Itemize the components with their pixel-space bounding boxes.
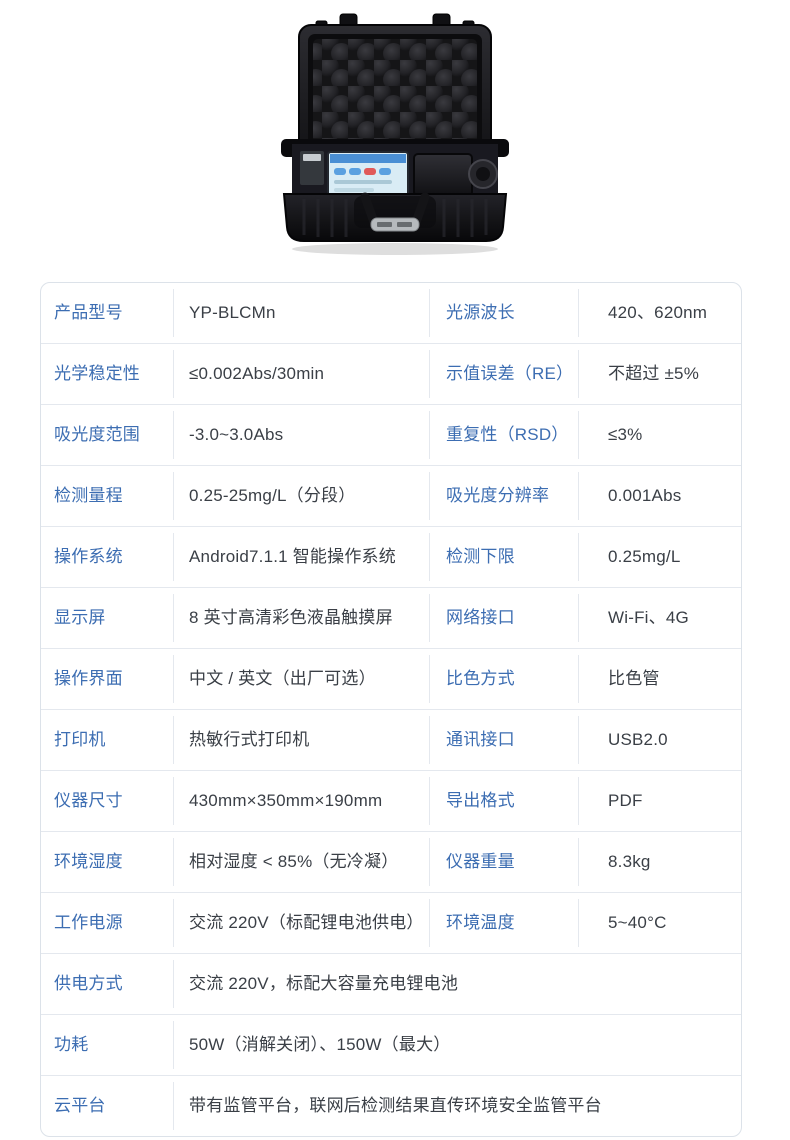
spec-label: 工作电源: [54, 913, 123, 933]
spec-label: 吸光度分辨率: [429, 466, 578, 526]
spec-label: 示值误差（RE）: [429, 344, 578, 404]
carry-handle: [360, 192, 430, 232]
spec-value: ≤0.002Abs/30min: [173, 344, 429, 404]
egg-crate-foam: [313, 39, 477, 143]
spec-row: 光学稳定性 ≤0.002Abs/30min 示值误差（RE） 不超过 ±5%: [41, 343, 741, 404]
spec-value: YP-BLCMn: [173, 283, 429, 343]
spec-row: 供电方式 交流 220V，标配大容量充电锂电池: [41, 953, 741, 1014]
spec-row: 打印机 热敏行式打印机 通讯接口 USB2.0: [41, 709, 741, 770]
spec-value: 不超过 ±5%: [578, 344, 741, 404]
front-ribs: [302, 199, 488, 237]
printer-slot: [300, 151, 324, 185]
spec-value: -3.0~3.0Abs: [173, 405, 429, 465]
spec-value: 中文 / 英文（出厂可选）: [173, 649, 429, 709]
spec-label: 环境温度: [429, 893, 578, 953]
spec-value: PDF: [578, 771, 741, 831]
spec-value: 相对湿度 < 85%（无冷凝）: [173, 832, 429, 892]
touchscreen: [327, 151, 409, 199]
case-body: [281, 139, 509, 242]
spec-label: 打印机: [54, 730, 106, 750]
spec-value: 5~40°C: [578, 893, 741, 953]
spec-value: 430mm×350mm×190mm: [173, 771, 429, 831]
spec-value: 0.001Abs: [578, 466, 741, 526]
spec-label: 环境湿度: [54, 852, 123, 872]
spec-table: 产品型号 YP-BLCMn 光源波长 420、620nm 光学稳定性 ≤0.002Abs/…: [40, 282, 742, 1137]
spec-value: USB2.0: [578, 710, 741, 770]
spec-label: 检测下限: [429, 527, 578, 587]
spec-label: 显示屏: [54, 608, 106, 628]
spec-row: 工作电源 交流 220V（标配锂电池供电） 环境温度 5~40°C: [41, 892, 741, 953]
spec-label: 操作系统: [54, 547, 123, 567]
spec-value: 0.25mg/L: [578, 527, 741, 587]
spec-value: 8 英寸高清彩色液晶触摸屏: [173, 588, 429, 648]
spec-label: 通讯接口: [429, 710, 578, 770]
spec-row: 产品型号 YP-BLCMn 光源波长 420、620nm: [41, 283, 741, 343]
spec-label: 仪器重量: [429, 832, 578, 892]
spec-label: 产品型号: [54, 303, 123, 323]
spec-value: Android7.1.1 智能操作系统: [173, 527, 429, 587]
spec-value: ≤3%: [578, 405, 741, 465]
spec-label: 导出格式: [429, 771, 578, 831]
spec-value: Wi-Fi、4G: [578, 588, 741, 648]
spec-value: 50W（消解关闭）、150W（最大）: [173, 1015, 741, 1075]
spec-label: 检测量程: [54, 486, 123, 506]
spec-label: 供电方式: [54, 974, 123, 994]
spec-value: 8.3kg: [578, 832, 741, 892]
spec-value: 比色管: [578, 649, 741, 709]
spec-row: 吸光度范围 -3.0~3.0Abs 重复性（RSD） ≤3%: [41, 404, 741, 465]
control-knob: [468, 159, 498, 189]
analyzer-case-illustration: [281, 13, 509, 255]
spec-row: 仪器尺寸 430mm×350mm×190mm 导出格式 PDF: [41, 770, 741, 831]
spec-row: 功耗 50W（消解关闭）、150W（最大）: [41, 1014, 741, 1075]
spec-row: 云平台 带有监管平台，联网后检测结果直传环境安全监管平台: [41, 1075, 741, 1136]
spec-row: 操作界面 中文 / 英文（出厂可选） 比色方式 比色管: [41, 648, 741, 709]
sample-chamber-lid: [413, 153, 473, 197]
product-photo: [270, 8, 520, 262]
spec-row: 操作系统 Android7.1.1 智能操作系统 检测下限 0.25mg/L: [41, 526, 741, 587]
spec-label: 吸光度范围: [54, 425, 140, 445]
spec-value: 热敏行式打印机: [173, 710, 429, 770]
spec-label: 光学稳定性: [54, 364, 140, 384]
spec-value: 带有监管平台，联网后检测结果直传环境安全监管平台: [173, 1076, 741, 1136]
spec-label: 操作界面: [54, 669, 123, 689]
spec-label: 云平台: [54, 1096, 106, 1116]
spec-row: 显示屏 8 英寸高清彩色液晶触摸屏 网络接口 Wi-Fi、4G: [41, 587, 741, 648]
case-shadow: [292, 243, 498, 255]
spec-label: 重复性（RSD）: [429, 405, 578, 465]
spec-value: 420、620nm: [578, 283, 741, 343]
spec-value: 交流 220V，标配大容量充电锂电池: [173, 954, 741, 1014]
spec-label: 比色方式: [429, 649, 578, 709]
case-lid: [298, 24, 492, 158]
spec-value: 交流 220V（标配锂电池供电）: [173, 893, 429, 953]
spec-label: 仪器尺寸: [54, 791, 123, 811]
spec-row: 检测量程 0.25-25mg/L（分段） 吸光度分辨率 0.001Abs: [41, 465, 741, 526]
spec-value: 0.25-25mg/L（分段）: [173, 466, 429, 526]
spec-label: 光源波长: [429, 283, 578, 343]
spec-label: 功耗: [54, 1035, 89, 1055]
spec-row: 环境湿度 相对湿度 < 85%（无冷凝） 仪器重量 8.3kg: [41, 831, 741, 892]
spec-label: 网络接口: [429, 588, 578, 648]
